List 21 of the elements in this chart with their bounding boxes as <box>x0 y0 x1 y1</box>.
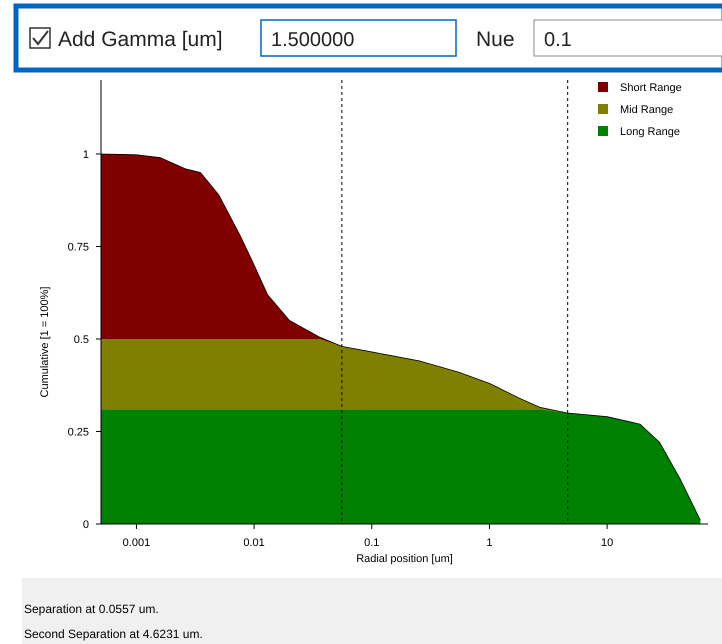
legend-label: Mid Range <box>620 104 674 116</box>
text: 1.500000 <box>271 29 354 51</box>
text: Second Separation at 4.6231 um. <box>24 627 203 641</box>
x-tick-label: 0.01 <box>243 537 265 549</box>
x-tick-label: 1 <box>486 537 493 549</box>
text: 0.1 <box>544 29 572 51</box>
y-tick-label: 0.5 <box>74 334 89 346</box>
x-tick-label: 10 <box>600 537 614 549</box>
legend-label: Short Range <box>620 82 682 94</box>
y-tick-label: 0.25 <box>68 426 89 438</box>
x-tick-label: 0.001 <box>122 537 150 549</box>
y-tick-label: 0.75 <box>68 242 89 254</box>
x-tick-label: 0.1 <box>364 537 380 549</box>
y-tick-label: 1 <box>82 149 89 161</box>
y-axis-title: Cumulative [1 = 100%] <box>39 286 51 398</box>
legend-label: Long Range <box>620 126 680 138</box>
text: Nue <box>476 28 515 51</box>
y-tick-label: 0 <box>82 519 89 531</box>
text: Add Gamma [um] <box>58 28 223 51</box>
x-axis-title: Radial position [um] <box>356 553 453 565</box>
text: Separation at 0.0557 um. <box>24 602 159 616</box>
